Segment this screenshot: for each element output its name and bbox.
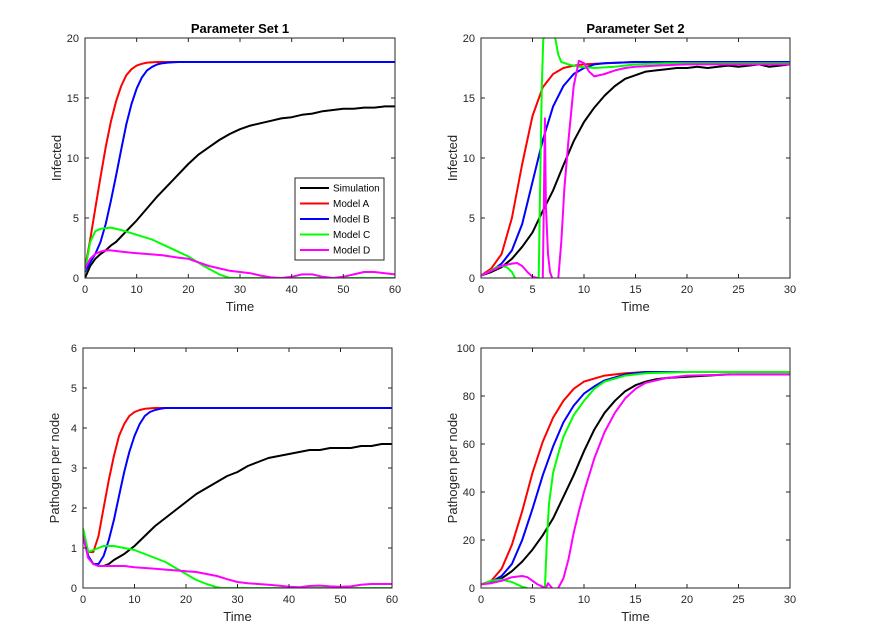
plot-area: [481, 348, 790, 588]
series-line-model-d: [481, 262, 538, 278]
series-line-model-c-part-3: [554, 38, 790, 69]
x-tick-label: 50: [337, 284, 349, 296]
legend-entry: Model C: [333, 230, 370, 241]
x-axis-label: Time: [621, 609, 649, 624]
y-axis-label: Infected: [445, 135, 460, 181]
x-tick-label: 10: [578, 594, 590, 606]
series-line-model-c-part-2: [537, 38, 545, 278]
x-tick-label: 30: [784, 284, 796, 296]
x-axis-label: Time: [226, 299, 254, 314]
y-tick-label: 3: [71, 463, 77, 475]
x-tick-label: 20: [182, 284, 194, 296]
chart-title: Parameter Set 2: [586, 21, 684, 36]
x-tick-label: 40: [286, 284, 298, 296]
series-group: [481, 371, 790, 588]
x-tick-label: 0: [82, 284, 88, 296]
subplot-1: 0 10 20 30 40 50 60 0 5 10 15 20 Time Infected Paramet…: [49, 21, 401, 314]
x-tick-label: 30: [784, 594, 796, 606]
y-tick-label: 0: [73, 273, 79, 285]
series-line-model-d-part-3: [557, 59, 790, 278]
x-tick-label: 0: [478, 594, 484, 606]
series-line-simulation: [481, 63, 790, 277]
x-tick-label: 5: [529, 284, 535, 296]
series-line-simulation: [83, 443, 392, 567]
series-group: [83, 407, 392, 588]
series-line-model-b: [481, 371, 790, 586]
x-tick-label: 0: [80, 594, 86, 606]
x-tick-label: 25: [732, 594, 744, 606]
series-line-model-b: [85, 61, 395, 273]
y-tick-label: 20: [463, 33, 475, 45]
plot-area: [481, 38, 790, 278]
legend-entry: Model A: [333, 199, 369, 210]
series-line-model-c-part-2: [543, 371, 790, 588]
x-tick-label: 50: [334, 594, 346, 606]
y-tick-label: 0: [469, 273, 475, 285]
series-line-model-d: [481, 575, 546, 588]
y-tick-label: 15: [463, 93, 475, 105]
series-line-model-d: [83, 535, 392, 588]
plot-area: [83, 348, 392, 588]
x-axis-label: Time: [223, 609, 251, 624]
y-tick-label: 40: [463, 487, 475, 499]
y-tick-label: 100: [457, 343, 475, 355]
x-tick-label: 0: [478, 284, 484, 296]
x-axis-label: Time: [621, 299, 649, 314]
y-tick-label: 6: [71, 343, 77, 355]
legend: Simulation Model A Model B Model C Model D: [294, 177, 385, 261]
x-tick-label: 25: [732, 284, 744, 296]
legend-entry: Model B: [333, 215, 370, 226]
x-tick-label: 40: [283, 594, 295, 606]
y-tick-label: 10: [463, 153, 475, 165]
series-line-model-d-part-3: [557, 373, 790, 588]
x-tick-label: 30: [234, 284, 246, 296]
subplot-4: 0 5 10 15 20 25 30 0 20 40 60 80 100 Time Pathogen per…: [445, 343, 796, 624]
y-axis-label: Pathogen per node: [445, 413, 460, 524]
chart-title: Parameter Set 1: [191, 21, 289, 36]
x-tick-label: 5: [529, 594, 535, 606]
y-tick-label: 4: [71, 423, 77, 435]
subplot-2: 0 5 10 15 20 25 30 0 5 10 15 20 Time Infected Paramete…: [445, 21, 796, 314]
y-tick-label: 5: [71, 383, 77, 395]
x-tick-label: 10: [578, 284, 590, 296]
x-tick-label: 60: [389, 284, 401, 296]
x-tick-label: 10: [128, 594, 140, 606]
y-axis-label: Infected: [49, 135, 64, 181]
x-tick-label: 60: [386, 594, 398, 606]
legend-entry: Simulation: [333, 184, 380, 195]
series-line-model-d-part-2: [544, 582, 553, 588]
series-line-model-b: [83, 407, 392, 565]
y-tick-label: 5: [469, 213, 475, 225]
series-line-model-d-part-2: [541, 117, 554, 278]
y-tick-label: 20: [463, 535, 475, 547]
subplot-3: 0 10 20 30 40 50 60 0 1 2 3 4 5 6 Time Pathogen per nod…: [47, 343, 398, 624]
y-tick-label: 0: [71, 583, 77, 595]
y-tick-label: 5: [73, 213, 79, 225]
x-tick-label: 10: [131, 284, 143, 296]
series-group: [481, 38, 790, 278]
series-line-model-c: [481, 578, 528, 588]
x-tick-label: 15: [629, 284, 641, 296]
x-tick-label: 20: [681, 284, 693, 296]
series-line-model-c: [83, 527, 392, 588]
x-tick-label: 30: [231, 594, 243, 606]
y-tick-label: 10: [67, 153, 79, 165]
y-tick-label: 20: [67, 33, 79, 45]
series-group: [85, 61, 395, 278]
y-tick-label: 0: [469, 583, 475, 595]
x-tick-label: 15: [629, 594, 641, 606]
x-tick-label: 20: [180, 594, 192, 606]
y-tick-label: 80: [463, 391, 475, 403]
y-tick-label: 60: [463, 439, 475, 451]
series-line-model-d: [85, 249, 395, 278]
series-line-simulation: [85, 105, 395, 278]
y-tick-label: 2: [71, 503, 77, 515]
series-line-model-b: [481, 61, 790, 277]
legend-entry: Model D: [333, 246, 370, 257]
y-tick-label: 1: [71, 543, 77, 555]
y-axis-label: Pathogen per node: [47, 413, 62, 524]
y-tick-label: 15: [67, 93, 79, 105]
x-tick-label: 20: [681, 594, 693, 606]
